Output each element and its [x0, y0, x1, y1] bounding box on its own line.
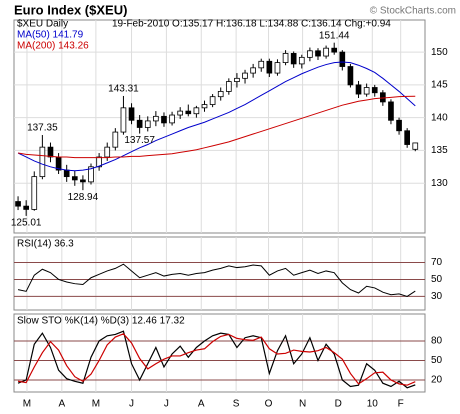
candle-body [161, 115, 167, 124]
candle-body [396, 119, 402, 132]
candle-body [185, 110, 192, 115]
y-tick-label: 130 [431, 178, 448, 189]
candle-body [71, 176, 78, 181]
panel [13, 313, 426, 393]
candle-body [209, 96, 216, 105]
y-tick-label: 50 [431, 274, 443, 285]
candle-body [266, 60, 273, 74]
x-tick-label: D [335, 399, 342, 410]
line [17, 333, 416, 386]
panel-title: Slow STO %K(14) %D(3) 12.46 17.32 [17, 316, 185, 327]
x-tick-label: 10 [367, 399, 379, 410]
candle-body [96, 156, 102, 168]
line [17, 61, 416, 172]
panel [13, 236, 426, 311]
y-tick-label: 135 [431, 145, 448, 156]
x-tick-label: N [299, 399, 306, 410]
candle-body [88, 166, 94, 183]
candle-body [258, 60, 265, 69]
legend-entry: MA(200) 143.26 [17, 41, 89, 52]
line [17, 263, 416, 297]
candle-body [380, 92, 386, 103]
quote: 19-Feb-2010 O:135.17 H:136.18 L:134.88 C… [112, 19, 391, 30]
annotation: 137.35 [27, 123, 58, 134]
x-tick-label: M [23, 399, 31, 410]
candle-body [112, 131, 119, 148]
y-tick-label: 30 [431, 291, 443, 302]
chart-title: Euro Index ($XEU) [14, 2, 127, 17]
candle-body [290, 53, 297, 65]
annotation: 143.31 [108, 84, 139, 95]
candle-body [63, 169, 70, 178]
y-tick-label: 70 [431, 257, 443, 268]
y-tick-label: 20 [431, 375, 443, 386]
legend-entry: MA(50) 141.79 [17, 30, 84, 41]
candle-body [120, 107, 127, 133]
annotation: 128.94 [68, 192, 99, 203]
line [17, 330, 416, 389]
candle-body [404, 130, 410, 145]
candle-body [298, 56, 305, 65]
y-tick-label: 140 [431, 112, 448, 123]
x-tick-label: A [198, 399, 205, 410]
candle-body [242, 72, 248, 79]
x-tick-label: J [164, 399, 169, 410]
x-tick-label: S [233, 399, 240, 410]
candle-body [217, 91, 224, 98]
candle-body [355, 84, 362, 95]
candle-body [153, 115, 159, 122]
candle-body [136, 119, 143, 128]
candle-body [144, 120, 151, 128]
candle-body [80, 179, 86, 183]
candle-body [104, 146, 111, 158]
candle-body [388, 101, 394, 121]
candle-body [323, 47, 329, 57]
candle-body [23, 205, 29, 210]
candle-body [47, 146, 54, 158]
x-tick-label: O [265, 399, 273, 410]
annotation: 137.57 [124, 135, 155, 146]
candle-body [363, 87, 370, 95]
panel-title: RSI(14) 36.3 [17, 239, 74, 250]
candle-body [347, 66, 354, 86]
candle-body [177, 110, 184, 116]
candle-body [225, 81, 232, 92]
y-tick-label: 150 [431, 47, 448, 58]
line [17, 95, 416, 159]
panel [13, 19, 426, 234]
candle-body [339, 51, 346, 67]
candle-body [128, 107, 135, 121]
symbol-label: $XEU Daily [17, 19, 68, 30]
candle-body [371, 87, 378, 94]
candle-body [39, 146, 46, 178]
y-tick-label: 50 [431, 355, 443, 366]
x-tick-label: A [58, 399, 65, 410]
candle-body [282, 53, 289, 63]
candle-body [31, 176, 38, 210]
x-tick-label: M [92, 399, 100, 410]
candle-body [15, 201, 21, 207]
source: © StockCharts.com [370, 6, 456, 17]
y-tick-label: 145 [431, 80, 448, 91]
candle-body [412, 142, 419, 150]
y-tick-label: 80 [431, 336, 443, 347]
candle-body [274, 62, 281, 74]
candle-body [234, 77, 240, 83]
x-tick-label: F [398, 399, 404, 410]
candle-body [315, 50, 321, 57]
candle-body [307, 50, 313, 58]
x-tick-label: J [129, 399, 134, 410]
annotation: 151.44 [319, 30, 350, 41]
annotation: 125.01 [11, 218, 42, 229]
candle-body [250, 67, 256, 74]
candle-body [331, 47, 338, 53]
candle-body [193, 107, 200, 115]
candle-body [201, 104, 208, 109]
candle-body [169, 114, 175, 124]
